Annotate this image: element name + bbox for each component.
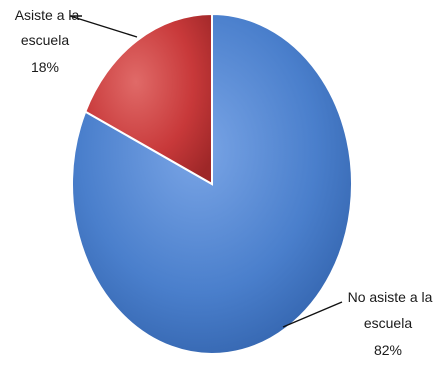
slice-2-label-line2: escuela: [21, 32, 69, 48]
slice-1-label-line1: No asiste a la: [348, 289, 433, 305]
pie-slice-1: [71, 12, 353, 355]
leader-line-slice-1: [282, 301, 343, 328]
pie-slices: [71, 12, 353, 355]
slice-1-percent-label: 82%: [374, 342, 402, 358]
slice-1-label-line2: escuela: [364, 315, 412, 331]
pie-slice-2: [84, 12, 213, 186]
slice-2-percent-label: 18%: [31, 59, 59, 75]
leader-line-slice-2: [69, 15, 138, 38]
slice-2-label-line1: Asiste a la: [15, 7, 80, 23]
